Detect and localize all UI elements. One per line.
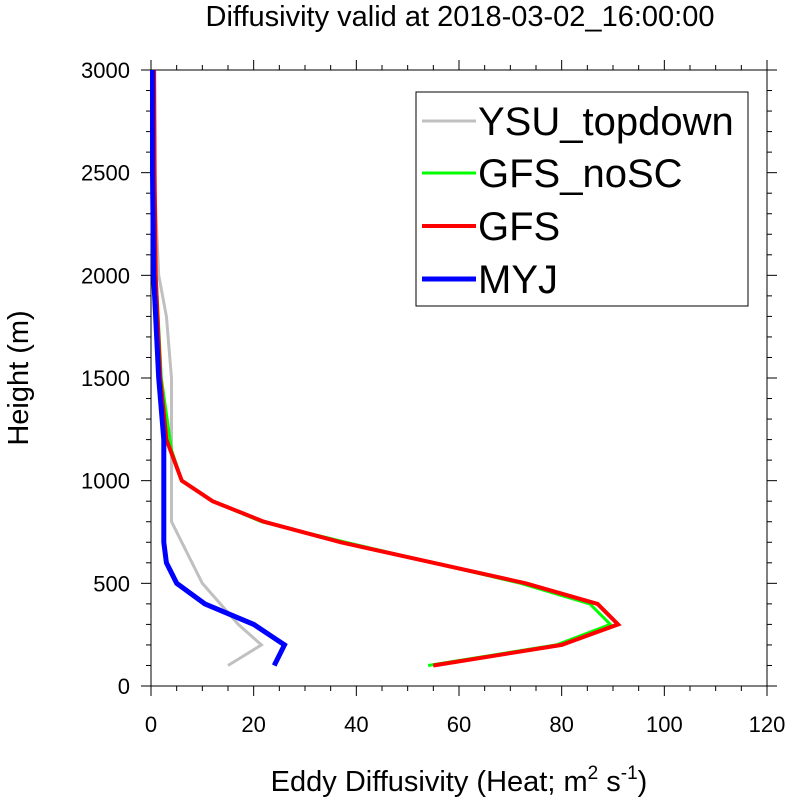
legend-box (415, 91, 749, 307)
y-axis-label: Height (m) (3, 310, 35, 445)
x-tick-label: 120 (749, 712, 786, 737)
x-tick-label: 0 (145, 712, 157, 737)
legend-label-myj: MYJ (478, 258, 558, 302)
x-axis-label-main: Eddy Diffusivity (Heat; m (271, 766, 588, 798)
y-tick-label: 500 (93, 571, 130, 596)
x-tick-label: 60 (447, 712, 471, 737)
chart-title: Diffusivity valid at 2018-03-02_16:00:00 (206, 1, 715, 33)
x-axis-label-mid: s (598, 766, 621, 798)
series-line-ysu-topdown (151, 69, 264, 667)
y-tick-label: 0 (118, 674, 130, 699)
x-tick-label: 100 (646, 712, 683, 737)
series-line-myj (150, 70, 288, 667)
x-axis-label-sup1: 2 (588, 763, 599, 784)
x-axis-label-sup2: -1 (621, 763, 638, 784)
y-tick-label: 2000 (81, 263, 130, 288)
legend: YSU_topdown GFS_noSC GFS MYJ (415, 91, 749, 307)
x-axis-label-end: ) (638, 766, 648, 798)
x-tick-label: 20 (241, 712, 265, 737)
x-tick-label: 80 (549, 712, 573, 737)
legend-label-gfs-nosc: GFS_noSC (478, 152, 683, 196)
axes: 0 20 40 60 80 100 120 0 500 1000 1500 2000 2500 3000 (81, 58, 785, 737)
x-axis-label: Eddy Diffusivity (Heat; m2 s-1) (271, 763, 648, 798)
legend-label-ysu-topdown: YSU_topdown (478, 100, 734, 144)
y-tick-label: 1500 (81, 366, 130, 391)
x-tick-label: 40 (344, 712, 368, 737)
y-tick-label: 2500 (81, 161, 130, 186)
y-tick-label: 1000 (81, 469, 130, 494)
y-tick-label: 3000 (81, 58, 130, 83)
series-layer (150, 69, 622, 668)
legend-label-gfs: GFS (478, 205, 560, 249)
